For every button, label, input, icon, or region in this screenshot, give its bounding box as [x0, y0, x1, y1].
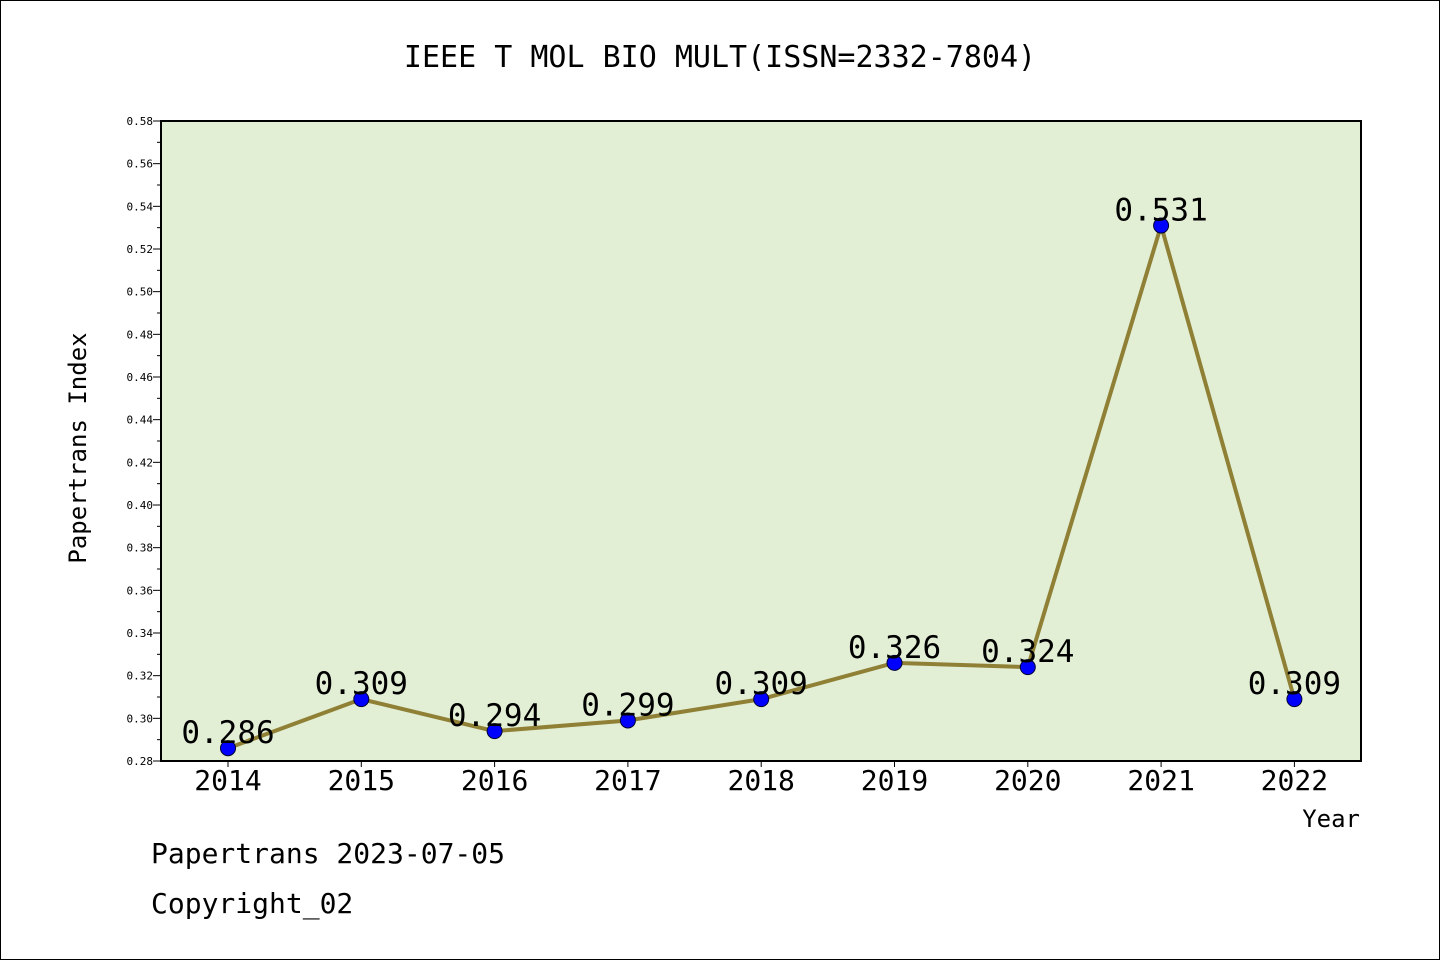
- y-tick-label: 0.32: [127, 670, 154, 683]
- y-tick-label: 0.58: [127, 115, 154, 128]
- x-axis: 2014 2015 2016 2017 2018 2019 2020 2021 2022: [194, 761, 1328, 797]
- y-axis: 0.28 0.30 0.32 0.34 0.36 0.38 0.40 0.42 0.44 0.46…: [127, 115, 161, 768]
- y-tick-label: 0.50: [127, 286, 154, 299]
- data-points: [220, 217, 1303, 757]
- data-point: [1286, 691, 1303, 708]
- data-label: 0.286: [181, 715, 274, 751]
- data-label: 0.299: [581, 687, 674, 723]
- data-label: 0.309: [1248, 666, 1341, 702]
- x-tick-label: 2022: [1261, 764, 1328, 797]
- data-point: [619, 712, 636, 729]
- y-tick-label: 0.56: [127, 158, 154, 171]
- y-tick-label: 0.52: [127, 243, 154, 256]
- y-tick-label: 0.38: [127, 542, 154, 555]
- data-point: [486, 723, 503, 740]
- y-tick-label: 0.48: [127, 328, 154, 341]
- x-tick-label: 2017: [594, 764, 661, 797]
- source-date-text: Papertrans 2023-07-05: [151, 837, 506, 870]
- x-tick-label: 2021: [1127, 764, 1194, 797]
- chart-title: IEEE T MOL BIO MULT(ISSN=2332-7804): [404, 40, 1036, 75]
- data-point: [220, 740, 236, 757]
- y-tick-label: 0.36: [127, 584, 154, 597]
- y-tick-label: 0.30: [127, 712, 154, 725]
- data-point: [1153, 217, 1170, 234]
- data-label: 0.309: [315, 666, 408, 702]
- x-tick-label: 2019: [861, 764, 928, 797]
- y-tick-label: 0.40: [127, 499, 154, 512]
- y-tick-label: 0.28: [127, 755, 154, 768]
- x-axis-label: Year: [1302, 805, 1360, 833]
- data-label: 0.294: [448, 698, 541, 734]
- y-tick-label: 0.42: [127, 456, 154, 469]
- data-label: 0.531: [1114, 193, 1207, 229]
- x-tick-label: 2015: [328, 764, 395, 797]
- data-label: 0.326: [848, 630, 941, 666]
- data-point: [1019, 659, 1036, 676]
- data-point: [753, 691, 770, 708]
- x-tick-label: 2018: [727, 764, 794, 797]
- copyright-text: Copyright_02: [151, 887, 354, 920]
- x-tick-label: 2016: [461, 764, 528, 797]
- data-point: [353, 691, 370, 708]
- data-labels: 0.286 0.309 0.294 0.299 0.309 0.326 0.324 0.531…: [181, 193, 1341, 752]
- data-label: 0.309: [715, 666, 808, 702]
- y-axis-label: Papertrans Index: [64, 332, 92, 563]
- y-tick-label: 0.54: [127, 200, 154, 213]
- data-point: [886, 654, 903, 671]
- x-tick-label: 2014: [194, 764, 261, 797]
- y-tick-label: 0.46: [127, 371, 154, 384]
- y-tick-label: 0.34: [127, 627, 154, 640]
- x-tick-label: 2020: [994, 764, 1061, 797]
- y-tick-label: 0.44: [127, 414, 154, 427]
- data-label: 0.324: [981, 634, 1074, 670]
